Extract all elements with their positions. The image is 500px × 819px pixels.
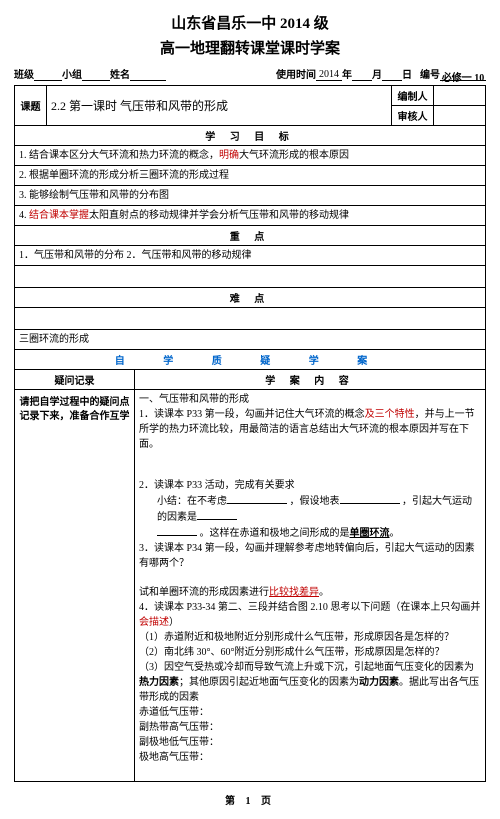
goals-heading: 学 习 目 标	[15, 126, 486, 146]
month-blank[interactable]	[352, 69, 372, 81]
topic-text: 2.2 第一课时 气压带和风带的形成	[47, 86, 392, 126]
label-1: 赤道低气压带：	[139, 705, 481, 720]
p2-blank2[interactable]	[340, 493, 400, 504]
reviewer-label: 审核人	[392, 106, 434, 126]
goal1-num: 1.	[19, 150, 27, 161]
topic-field-label: 课题	[15, 86, 47, 126]
blank-space-2	[139, 571, 481, 585]
p3b-c: 。	[319, 587, 329, 598]
self-study-heading: 自 学 质 疑 学 案	[15, 350, 486, 370]
group-blank[interactable]	[82, 69, 110, 81]
key-blank-row	[15, 266, 486, 288]
p3b-a: 试和单圈环流的形成因素进行	[139, 587, 269, 598]
left-instruction: 请把自学过程中的疑问点记录下来，准备合作互学	[15, 390, 135, 782]
hard-blank-row	[15, 308, 486, 330]
p2-b6: 。	[390, 528, 400, 539]
p1-line1: 1．读课本 P33 第一段，勾画并记住大气环流的概念及三个特性，并与上一节所学的…	[139, 407, 481, 452]
p2-b1: 小结：在不考虑	[157, 496, 227, 507]
p4-1: （1）赤道附近和极地附近分别形成什么气压带，形成原因各是怎样的？	[139, 630, 481, 645]
p1-1a: 1．读课本 P33 第一段，勾画并记住大气环流的概念	[139, 409, 365, 420]
author-blank[interactable]	[434, 86, 486, 106]
content-heading: 学 案 内 容	[135, 370, 486, 390]
p3b-line: 试和单圈环流的形成因素进行比较找差异。	[139, 585, 481, 600]
p4-a: 4．读课本 P33-34 第二、三段并结合图 2.10 思考以下问题（在课本上只…	[139, 602, 480, 613]
goal-row-1: 1. 结合课本区分大气环流和热力环流的概念，明确大气环流形成的根本原因	[15, 146, 486, 166]
doc-heading: 高一地理翻转课堂课时学案	[14, 37, 486, 58]
goal2-num: 2.	[19, 170, 27, 181]
p4-3a: （3）因空气受热或冷却而导致气流上升或下沉，引起地面气压变化的因素为	[139, 662, 474, 673]
goal4-r: 结合课本掌握	[29, 210, 89, 221]
usetime-label: 使用时间	[276, 66, 316, 81]
year-value: 2014	[316, 69, 342, 81]
name-blank[interactable]	[130, 69, 166, 81]
key-items: 1．气压带和风带的分布 2．气压带和风带的移动规律	[15, 246, 486, 266]
p2-sub: 小结：在不考虑 ，假设地表 ，引起大气运动的因素是	[139, 493, 481, 525]
p2-b2: ，假设地表	[290, 496, 340, 507]
record-heading: 疑问记录	[15, 370, 135, 390]
blank-space-3	[139, 765, 481, 779]
p1-heading: 一、气压带和风带的形成	[139, 392, 481, 407]
p3b-b: 比较找差异	[269, 587, 319, 598]
page-num: 1	[246, 796, 255, 807]
day-suffix: 日	[402, 66, 412, 81]
p2-line: 2．读课本 P33 活动，完成有关要求	[139, 478, 481, 493]
serial-label: 编号	[420, 66, 440, 81]
p2-blank1[interactable]	[227, 493, 287, 504]
reviewer-blank[interactable]	[434, 106, 486, 126]
goal-row-4: 4. 结合课本掌握太阳直射点的移动规律并学会分析气压带和风带的移动规律	[15, 206, 486, 226]
p2-b4: 。这样在赤道和极地之间形成的是	[200, 528, 350, 539]
goal1-t: 结合课本区分大气环流和热力环流的概念，	[29, 150, 219, 161]
page-footer: 第 1 页	[14, 792, 486, 807]
meta-row: 班级 小组 姓名 使用时间 2014 年 月 日 编号 必修一 10	[14, 66, 486, 81]
goal1-r: 明确	[219, 150, 239, 161]
goal4-num: 4.	[19, 210, 27, 221]
goal4-t: 太阳直射点的移动规律并学会分析气压带和风带的移动规律	[89, 210, 349, 221]
p4-3c: ；其他原因引起近地面气压变化的因素为	[179, 677, 359, 688]
goal2-t: 根据单圈环流的形成分析三圈环流的形成过程	[29, 170, 229, 181]
p2-blank4[interactable]	[157, 525, 197, 536]
goal-row-2: 2. 根据单圈环流的形成分析三圈环流的形成过程	[15, 166, 486, 186]
goal-row-3: 3. 能够绘制气压带和风带的分布图	[15, 186, 486, 206]
school-heading: 山东省昌乐一中 2014 级	[14, 12, 486, 33]
p2-sub2: 。这样在赤道和极地之间形成的是单圈环流。	[139, 525, 481, 541]
goal3-t: 能够绘制气压带和风带的分布图	[29, 190, 169, 201]
p4-3b: 热力因素	[139, 677, 179, 688]
blank-space-1	[139, 452, 481, 478]
class-blank[interactable]	[34, 69, 62, 81]
p4-line: 4．读课本 P33-34 第二、三段并结合图 2.10 思考以下问题（在课本上只…	[139, 600, 481, 630]
p4-c: ）	[169, 617, 179, 628]
group-label: 小组	[62, 66, 82, 81]
label-3: 副极地低气压带：	[139, 735, 481, 750]
p4-2: （2）南北纬 30°、60°附近分别形成什么气压带，形成原因是怎样的？	[139, 645, 481, 660]
p4-3: （3）因空气受热或冷却而导致气流上升或下沉，引起地面气压变化的因素为热力因素；其…	[139, 660, 481, 705]
main-table: 课题 2.2 第一课时 气压带和风带的形成 编制人 审核人 学 习 目 标 1.…	[14, 85, 486, 782]
goal3-num: 3.	[19, 190, 27, 201]
page-label: 第	[225, 796, 239, 807]
serial-value: 必修一 10	[440, 69, 486, 81]
p4-3d: 动力因素	[359, 677, 399, 688]
author-label: 编制人	[392, 86, 434, 106]
month-suffix: 月	[372, 66, 382, 81]
p3-line: 3．读课本 P34 第一段，勾画并理解参考虑地转偏向后，引起大气运动的因素有哪两…	[139, 541, 481, 571]
hard-heading: 难 点	[15, 288, 486, 308]
label-2: 副热带高气压带：	[139, 720, 481, 735]
key-heading: 重 点	[15, 226, 486, 246]
day-blank[interactable]	[382, 69, 402, 81]
class-label: 班级	[14, 66, 34, 81]
goal1-t2: 大气环流形成的根本原因	[239, 150, 349, 161]
main-content-cell: 一、气压带和风带的形成 1．读课本 P33 第一段，勾画并记住大气环流的概念及三…	[135, 390, 486, 782]
page-suffix: 页	[261, 796, 275, 807]
label-4: 极地高气压带：	[139, 750, 481, 765]
p2-b5: 单圈环流	[350, 528, 390, 539]
p1-1b: 及三个特性	[365, 409, 415, 420]
hard-item: 三圈环流的形成	[15, 330, 486, 350]
year-suffix: 年	[342, 66, 352, 81]
p4-b: 会描述	[139, 617, 169, 628]
p2-blank3[interactable]	[197, 509, 237, 520]
name-label: 姓名	[110, 66, 130, 81]
